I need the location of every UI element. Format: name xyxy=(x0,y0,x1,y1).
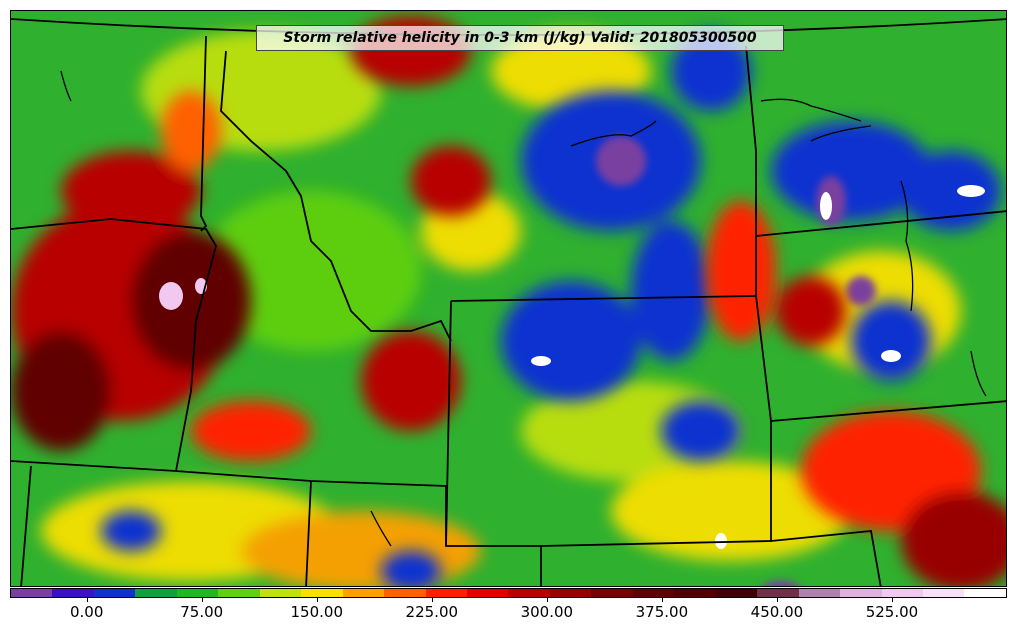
colorbar-swatch xyxy=(964,589,1006,597)
colorbar-swatch xyxy=(384,589,426,597)
colorbar-swatch xyxy=(342,589,385,597)
colorbar-swatch xyxy=(798,589,841,597)
colorbar-tick-label: 375.00 xyxy=(635,603,689,621)
colorbar-swatch xyxy=(52,589,94,597)
colorbar-swatch xyxy=(632,589,675,597)
colorbar-tick-label: 525.00 xyxy=(865,603,919,621)
map-frame: Storm relative helicity in 0-3 km (J/kg)… xyxy=(10,10,1007,587)
water-features xyxy=(60,70,987,547)
colorbar-swatch xyxy=(591,589,633,597)
colorbar-swatch xyxy=(301,589,343,597)
colorbar-tick-mark xyxy=(86,598,88,602)
colorbar-tick-mark xyxy=(201,598,203,602)
colorbar-tick-label: 300.00 xyxy=(520,603,574,621)
colorbar-tick-mark xyxy=(776,598,778,602)
colorbar-tick-label: 225.00 xyxy=(405,603,459,621)
colorbar-tick-mark xyxy=(661,598,663,602)
colorbar-swatch xyxy=(218,589,260,597)
colorbar-swatch xyxy=(715,589,758,597)
colorbar-tick-label: 0.00 xyxy=(69,603,104,621)
colorbar-tick-mark xyxy=(316,598,318,602)
colorbar-swatch xyxy=(466,589,509,597)
colorbar xyxy=(10,588,1007,598)
colorbar-swatch xyxy=(11,589,53,597)
colorbar-swatch xyxy=(93,589,136,597)
colorbar-swatch xyxy=(922,589,965,597)
colorbar-tick-label: 75.00 xyxy=(180,603,224,621)
colorbar-swatch xyxy=(881,589,923,597)
colorbar-swatch xyxy=(176,589,219,597)
colorbar-swatch xyxy=(674,589,716,597)
helicity-map xyxy=(11,11,1006,586)
colorbar-swatch xyxy=(840,589,882,597)
colorbar-tick-label: 150.00 xyxy=(290,603,344,621)
colorbar-swatch xyxy=(549,589,592,597)
helicity-field xyxy=(11,11,1006,586)
colorbar-tick-mark xyxy=(431,598,433,602)
colorbar-swatch xyxy=(425,589,467,597)
colorbar-swatch xyxy=(259,589,302,597)
colorbar-ticks: 0.00 75.00 150.00 225.00 300.00 375.00 450.00 5… xyxy=(10,598,1007,628)
colorbar-tick-mark xyxy=(546,598,548,602)
colorbar-swatch xyxy=(135,589,177,597)
colorbar-swatch xyxy=(508,589,550,597)
map-title-box: Storm relative helicity in 0-3 km (J/kg)… xyxy=(256,25,784,51)
colorbar-swatch xyxy=(757,589,799,597)
colorbar-tick-mark xyxy=(891,598,893,602)
map-title: Storm relative helicity in 0-3 km (J/kg)… xyxy=(283,30,757,46)
colorbar-tick-label: 450.00 xyxy=(750,603,804,621)
